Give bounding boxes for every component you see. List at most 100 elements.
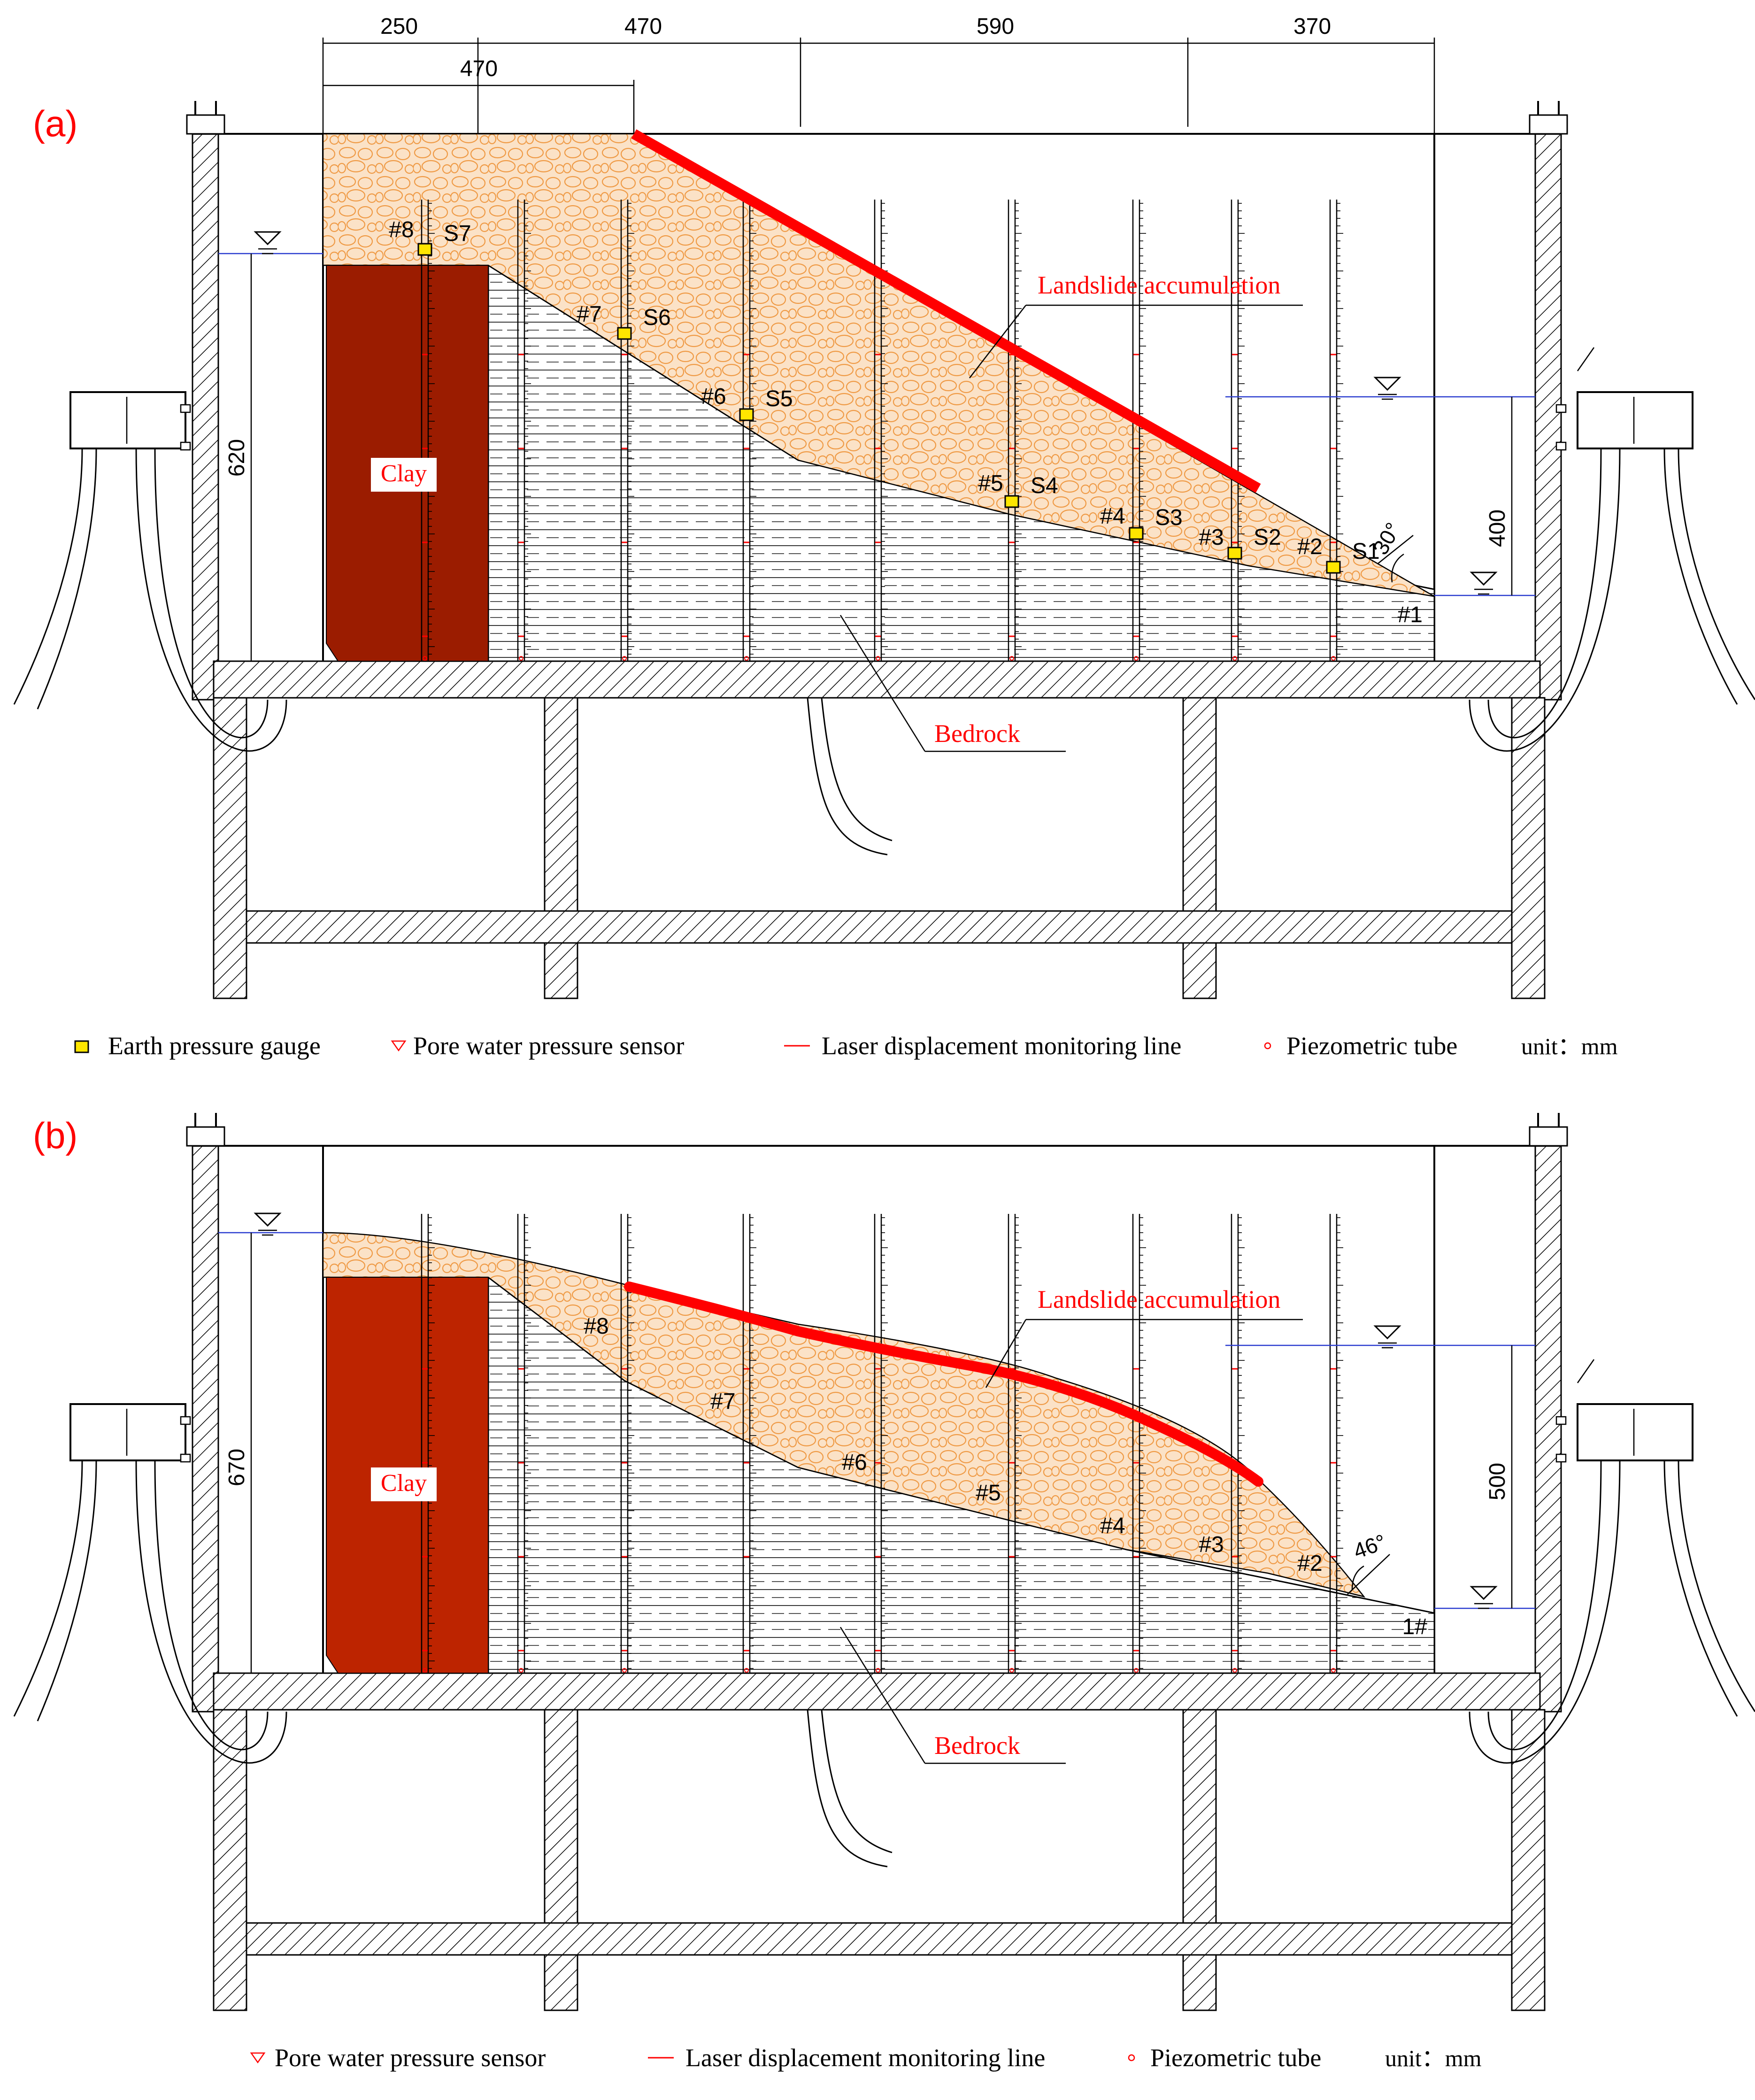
- drain-hose: [821, 1709, 893, 1853]
- base-beam: [213, 1672, 1541, 1711]
- tube-label: #3: [1199, 1532, 1224, 1557]
- legend-earth-pressure: Earth pressure gauge: [108, 1032, 321, 1060]
- clay-label: Clay: [381, 460, 427, 487]
- height-label-left: 670: [224, 1449, 249, 1486]
- tank-wall-left: [192, 133, 219, 701]
- tube-label: #3: [1199, 525, 1224, 550]
- clay-label: Clay: [381, 1470, 427, 1497]
- leg-3: [1182, 1709, 1217, 2011]
- angle-leader: [1378, 535, 1414, 564]
- piezometer-port-icon: [876, 1668, 880, 1673]
- clamp-left-icon: [186, 1126, 225, 1147]
- piezometer-port-icon: [1009, 656, 1014, 661]
- legend-piezo-icon: [1264, 1042, 1271, 1050]
- earth-pressure-gauge-icon: [739, 408, 754, 421]
- piezometer-port-icon: [423, 1668, 427, 1673]
- box-vent: [1577, 1359, 1595, 1383]
- dim-label: 250: [380, 14, 418, 39]
- tube-label: #6: [842, 1450, 867, 1475]
- gauge-label: S1: [1352, 539, 1380, 564]
- piezometer-port-icon: [744, 1668, 749, 1673]
- gauge-label: S5: [765, 386, 793, 411]
- bolt-icon: [180, 404, 191, 413]
- tube-label: 1#: [1402, 1614, 1428, 1639]
- hose-left-loop: [135, 448, 287, 752]
- piezometer-port-icon: [1232, 656, 1237, 661]
- hose-left-loop: [154, 448, 269, 739]
- box-vent: [1577, 347, 1595, 371]
- hose-right-loop: [1469, 448, 1621, 752]
- dim-label: 470: [624, 14, 662, 39]
- bolt-icon: [180, 1453, 191, 1463]
- cross-beam: [246, 1922, 1513, 1956]
- bolt-icon: [1555, 404, 1567, 413]
- gauge-label: S2: [1254, 525, 1281, 550]
- bedrock-label: Bedrock: [934, 719, 1020, 748]
- legend-unit: unit：mm: [1385, 2045, 1482, 2071]
- hose-right-loop: [1487, 448, 1602, 739]
- bolt-icon: [180, 441, 191, 451]
- water-level-left-icon: [254, 231, 282, 246]
- clay-label-box: [371, 1467, 437, 1501]
- tube-label: #6: [701, 384, 726, 409]
- legend-pore-water-icon: [391, 1040, 407, 1052]
- clay-label-box: [371, 458, 437, 492]
- dim-label: 590: [977, 14, 1014, 39]
- legend-unit: unit：mm: [1521, 1033, 1618, 1059]
- landslide-leader: [985, 1319, 1027, 1388]
- earth-pressure-gauge-icon: [617, 327, 632, 340]
- leg-2: [544, 697, 578, 999]
- piezometer-port-icon: [423, 656, 427, 661]
- tube-label: #2: [1297, 1551, 1322, 1576]
- piezometer-port-icon: [622, 656, 627, 661]
- piezometer-port-icon: [519, 656, 523, 661]
- bedrock-leader: [839, 615, 926, 752]
- tube-label: #4: [1100, 504, 1125, 529]
- piezometer-port-icon: [1331, 656, 1336, 661]
- hose-right-outer: [1678, 448, 1755, 700]
- hose-right-loop: [1487, 1460, 1602, 1751]
- tube-label: #1: [1398, 602, 1423, 627]
- hose-left-outer: [13, 1460, 83, 1717]
- hose-left-loop: [154, 1460, 269, 1751]
- legend-piezo: Piezometric tube: [1150, 2044, 1321, 2072]
- bedrock-leader: [839, 1627, 926, 1764]
- angle-label: 46°: [1350, 1529, 1389, 1564]
- bolt-icon: [1555, 1416, 1567, 1425]
- legend-laser: Laser displacement monitoring line: [822, 1032, 1181, 1060]
- tube-label: #5: [978, 471, 1003, 496]
- base-beam: [213, 660, 1541, 699]
- leg-3: [1182, 697, 1217, 999]
- outflow-box-left: [69, 1403, 186, 1461]
- piezometer-port-icon: [1134, 1668, 1139, 1673]
- piezometer-port-icon: [1232, 1668, 1237, 1673]
- tube-label: #5: [976, 1481, 1001, 1506]
- piezometer-port-icon: [1134, 656, 1139, 661]
- outflow-box-left: [69, 391, 186, 449]
- piezometer-port-icon: [744, 656, 749, 661]
- panel-b: 670 500 46° Clay Landslide accumulation Bedro…: [13, 1113, 1755, 2072]
- landslide-label: Landslide accumulation: [1038, 1285, 1280, 1313]
- panel-tag: (a): [33, 103, 77, 144]
- cross-beam: [246, 910, 1513, 944]
- panel-tag: (b): [33, 1115, 77, 1156]
- dim-label: 370: [1293, 14, 1331, 39]
- legend-pore-water-icon: [250, 2052, 266, 2064]
- landslide-leader: [969, 305, 1026, 378]
- leg-1: [213, 697, 247, 999]
- tube-label: #8: [389, 217, 414, 242]
- leg-2: [544, 1709, 578, 2011]
- leg-4: [1511, 1709, 1546, 2011]
- legend-piezo: Piezometric tube: [1286, 1032, 1457, 1060]
- hose-right-loop: [1469, 1460, 1621, 1764]
- gauge-label: S3: [1155, 505, 1183, 530]
- legend-earth-pressure-icon: [74, 1040, 89, 1053]
- hose-left-loop: [135, 1460, 287, 1764]
- dim-label: 470: [460, 56, 498, 81]
- piezometer-port-icon: [876, 656, 880, 661]
- tube-label: #4: [1100, 1513, 1125, 1538]
- hose-right-outer: [1663, 448, 1738, 705]
- hose-right-outer: [1663, 1460, 1738, 1717]
